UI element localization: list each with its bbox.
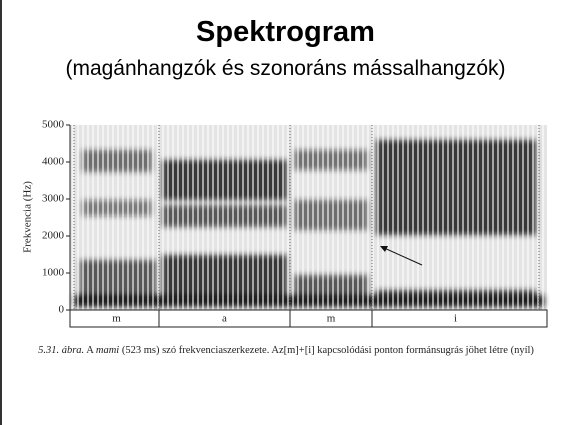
slide-subtitle: (magánhangzók és szonoráns mássalhangzók… [65, 57, 506, 80]
spectrogram [70, 125, 547, 310]
figure-caption: 5.31. ábra. A mami (523 ms) szó frekvenc… [6, 344, 566, 358]
y-axis-label: Frekvencia (Hz) [22, 181, 34, 253]
y-tick-label: 5000 [42, 119, 65, 131]
y-tick-label: 1000 [42, 267, 65, 279]
y-tick-label: 0 [59, 304, 65, 316]
caption-text: A [86, 345, 94, 356]
segment-label: m [327, 313, 336, 325]
segment-label: i [454, 313, 457, 325]
segment-label: m [112, 313, 121, 325]
spectrogram-figure: Frekvencia (Hz) 0 1000 2000 3000 4000 5000 m a m… [22, 119, 548, 328]
caption-text: (523 ms) szó frekvenciaszerkezete. Az[m]… [121, 345, 534, 356]
y-tick-label: 2000 [42, 230, 65, 242]
y-tick-label: 4000 [42, 156, 65, 168]
slide-title: Spektrogram [196, 16, 375, 48]
y-tick-label: 3000 [42, 193, 65, 205]
segment-label: a [222, 313, 227, 325]
caption-word: mami [95, 345, 120, 356]
caption-label: 5.31. ábra. [38, 345, 85, 356]
